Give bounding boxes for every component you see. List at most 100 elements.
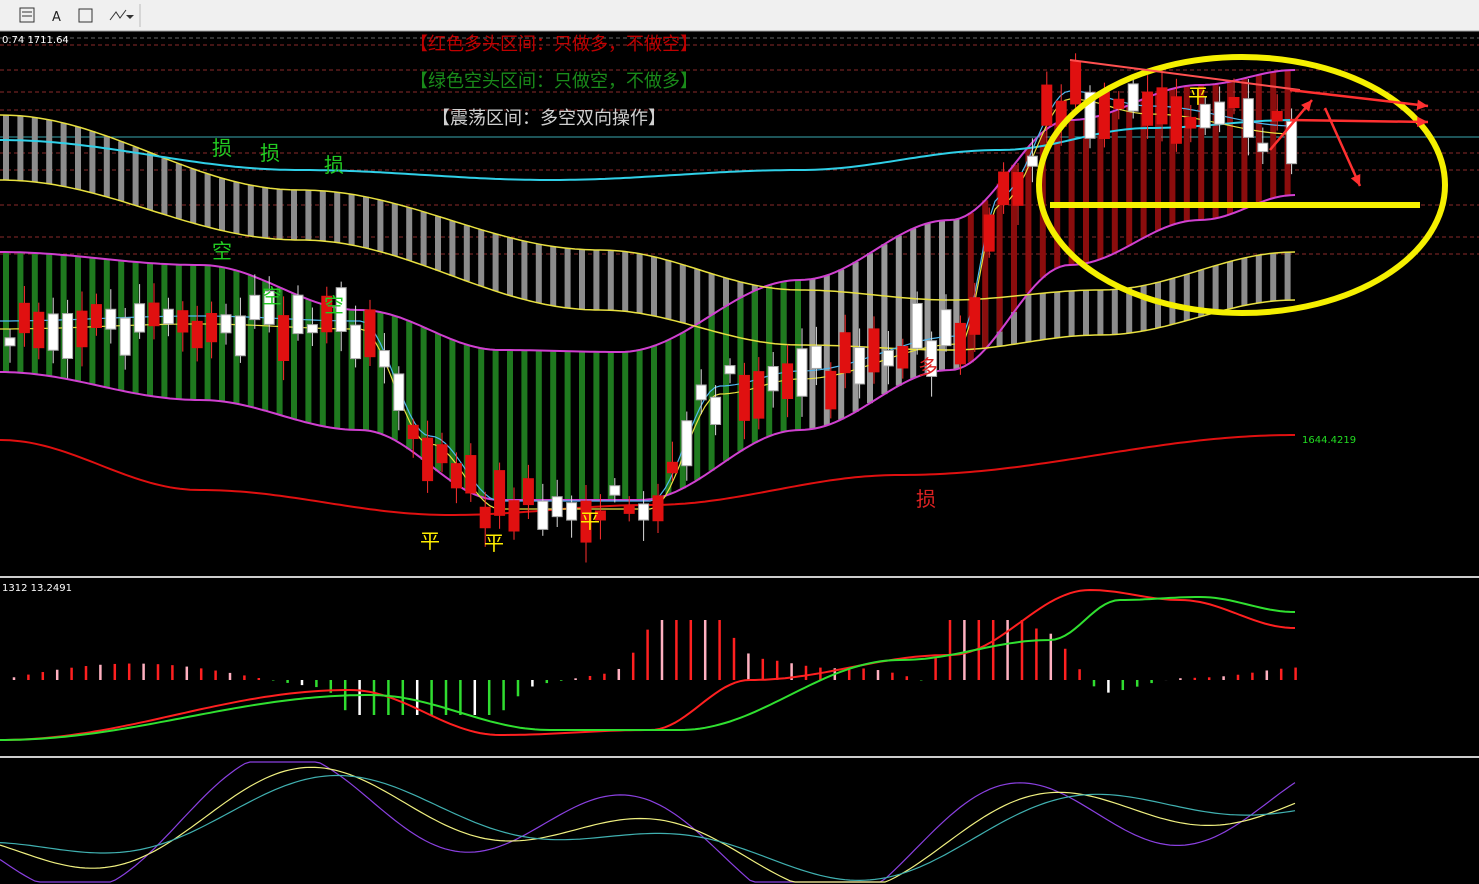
band-bar bbox=[276, 189, 283, 240]
candle-body bbox=[105, 308, 117, 330]
candle-body bbox=[825, 370, 837, 410]
candle-body bbox=[1257, 142, 1269, 153]
trend-bar bbox=[420, 327, 427, 460]
band-bar bbox=[46, 119, 53, 184]
arrow-head bbox=[1301, 100, 1312, 112]
trend-bar bbox=[1169, 88, 1176, 225]
candle-body bbox=[1142, 91, 1154, 126]
band-bar bbox=[60, 123, 67, 187]
font-button[interactable]: A bbox=[52, 10, 61, 25]
band-bar bbox=[334, 192, 341, 243]
candle-body bbox=[378, 350, 390, 368]
band-bar bbox=[406, 207, 413, 261]
trend-bar bbox=[1083, 118, 1089, 264]
trend-bar bbox=[780, 281, 787, 432]
band-bar bbox=[175, 163, 182, 219]
trend-bar bbox=[3, 252, 9, 373]
trend-bar bbox=[1111, 110, 1118, 254]
band-bar bbox=[1025, 294, 1032, 342]
macd-header: 1312 13.2491 bbox=[2, 583, 72, 594]
legend-red: 【红色多头区间：只做多，不做空】 bbox=[410, 34, 698, 55]
band-bar bbox=[132, 146, 139, 206]
candle-body bbox=[292, 294, 304, 335]
band-bar bbox=[665, 260, 672, 320]
band-bar bbox=[636, 253, 643, 314]
trend-bar bbox=[622, 351, 629, 500]
band-bar bbox=[1111, 289, 1118, 335]
band-bar bbox=[708, 273, 715, 331]
trend-bar bbox=[867, 253, 873, 404]
trend-bar bbox=[1198, 84, 1205, 220]
band-bar bbox=[1039, 293, 1046, 340]
candle-body bbox=[1026, 155, 1038, 167]
toolbar bbox=[0, 0, 1479, 31]
trend-bar bbox=[1212, 84, 1219, 219]
main-chart bbox=[0, 37, 1479, 883]
candle-body bbox=[537, 500, 549, 530]
band-bar bbox=[435, 216, 441, 271]
price-label: 1644.4219 bbox=[1302, 435, 1356, 446]
arrow bbox=[1323, 107, 1362, 187]
candle-body bbox=[868, 328, 880, 373]
stoch-d bbox=[0, 766, 1296, 883]
band-bar bbox=[1284, 252, 1291, 301]
candle-body bbox=[148, 302, 160, 327]
candle-body bbox=[76, 310, 88, 348]
trend-bar bbox=[319, 304, 326, 427]
band-lower bbox=[0, 179, 1296, 351]
band-bar bbox=[161, 158, 168, 215]
band-bar bbox=[1198, 269, 1205, 317]
candle-body bbox=[134, 303, 146, 333]
band-bar bbox=[3, 115, 9, 181]
trend-bar bbox=[1025, 146, 1032, 294]
trend-bar bbox=[939, 220, 945, 371]
trend-bar bbox=[737, 297, 744, 452]
candle-body bbox=[897, 345, 909, 369]
band-bar bbox=[147, 152, 153, 210]
trend-bar bbox=[1068, 119, 1075, 265]
candle-body bbox=[594, 510, 606, 521]
band-bar bbox=[1097, 289, 1104, 335]
candle-body bbox=[551, 496, 563, 518]
candle-body bbox=[1214, 101, 1226, 125]
band-bar bbox=[363, 196, 369, 249]
band-bar bbox=[564, 248, 571, 309]
candle-body bbox=[724, 365, 736, 375]
candle-body bbox=[393, 373, 405, 411]
candle-body bbox=[1012, 172, 1024, 206]
trend-bar bbox=[1097, 115, 1104, 260]
candle-body bbox=[465, 455, 477, 494]
candle-body bbox=[33, 311, 45, 349]
arrow bbox=[1289, 88, 1429, 108]
band-bar bbox=[219, 178, 225, 231]
tool-icon[interactable] bbox=[19, 7, 35, 23]
candle-body bbox=[695, 384, 707, 401]
candle-body bbox=[407, 424, 419, 440]
stop-mark: 损 bbox=[212, 136, 232, 160]
candle-body bbox=[810, 345, 822, 369]
trend-bar bbox=[852, 261, 859, 412]
candle-body bbox=[191, 320, 203, 349]
text-label-button[interactable] bbox=[78, 8, 93, 23]
trend-bar bbox=[262, 281, 269, 411]
candle-body bbox=[1228, 96, 1240, 109]
flat-mark: 平 bbox=[484, 531, 504, 555]
candle-body bbox=[580, 500, 592, 543]
candle-body bbox=[18, 302, 30, 334]
dropdown-arrow[interactable] bbox=[126, 15, 134, 19]
trend-bar bbox=[679, 332, 686, 489]
band-bar bbox=[1011, 296, 1017, 345]
envelope-upper bbox=[0, 69, 1296, 353]
arrows-button[interactable] bbox=[109, 9, 127, 21]
candle-body bbox=[983, 214, 995, 252]
band-bar bbox=[694, 269, 701, 327]
short-mark: 空 bbox=[212, 239, 232, 263]
trend-bar bbox=[291, 293, 297, 420]
highlight-ellipse bbox=[1036, 54, 1448, 316]
short-mark: 空 bbox=[324, 293, 344, 317]
trend-bar bbox=[550, 350, 557, 500]
band-bar bbox=[1169, 278, 1176, 325]
legend-green: 【绿色空头区间：只做空，不做多】 bbox=[410, 71, 698, 92]
candle-body bbox=[1199, 103, 1211, 129]
